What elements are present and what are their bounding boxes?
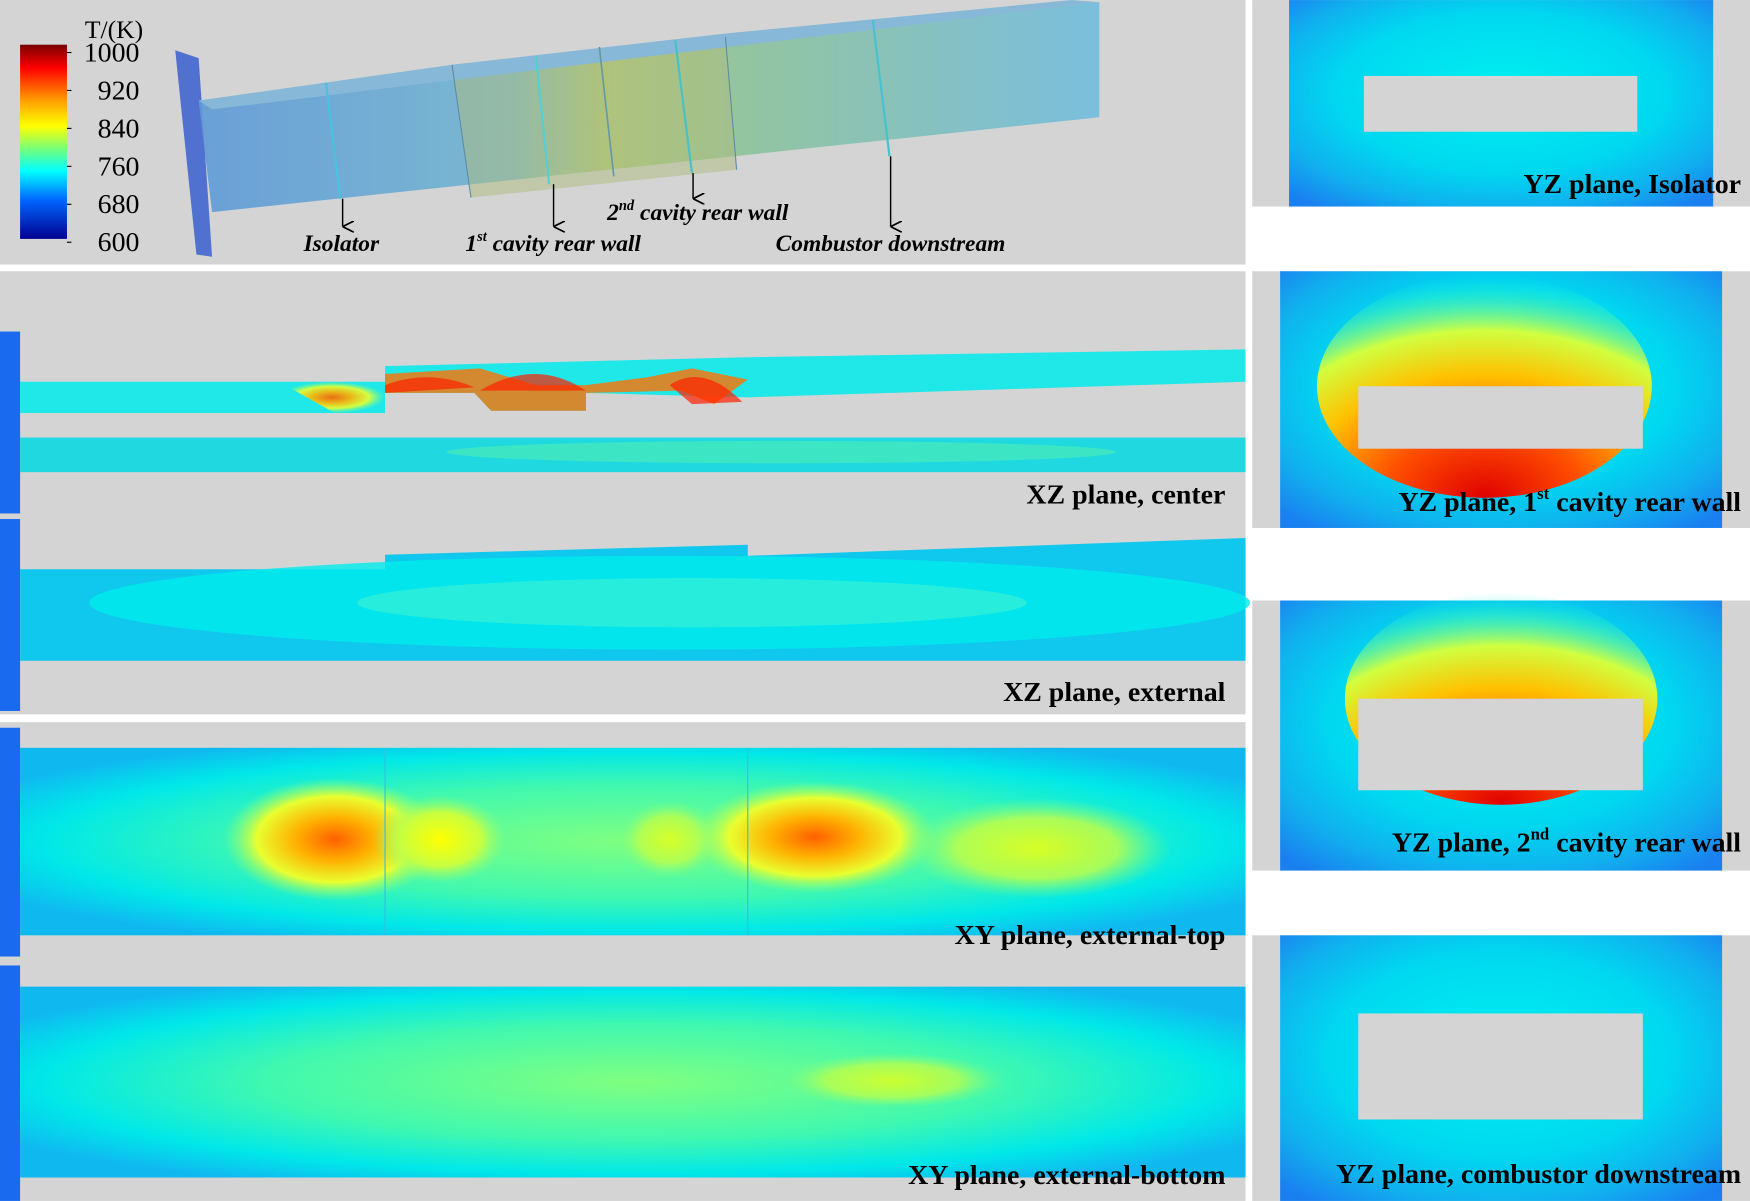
colorbar-tick-label: 600 xyxy=(98,227,140,258)
plane-label: XY plane, external-bottom xyxy=(908,1160,1225,1191)
colorbar-title: T/(K) xyxy=(85,15,143,44)
label-sup: st xyxy=(476,229,488,245)
xz-center-contour xyxy=(0,331,1246,514)
plane-label: XZ plane, center xyxy=(1026,479,1225,510)
label-part: cavity rear wall xyxy=(634,200,789,226)
section-label: YZ plane, 2nd cavity rear wall xyxy=(1392,824,1741,858)
label-sup: nd xyxy=(1531,824,1550,843)
yz-cavity-2 xyxy=(1252,592,1750,871)
colorbar-tick-label: 840 xyxy=(98,113,140,144)
label-part: cavity rear wall xyxy=(487,231,642,257)
label-part: 2 xyxy=(606,200,619,226)
colorbar xyxy=(20,44,67,239)
xy-top-contour xyxy=(0,727,1246,957)
label-part: cavity rear wall xyxy=(1549,828,1741,859)
colorbar-tick-label: 680 xyxy=(98,189,140,220)
colorbar-tick-label: 760 xyxy=(98,151,140,182)
yz-isolator xyxy=(1252,0,1750,207)
section-label: YZ plane, combustor downstream xyxy=(1336,1159,1741,1190)
yz-downstream xyxy=(1252,935,1750,1201)
label-part: YZ plane, 1 xyxy=(1398,487,1537,518)
duct-3d xyxy=(175,0,1100,257)
label-part: YZ plane, 2 xyxy=(1392,828,1531,859)
duct-label: Combustor downstream xyxy=(776,231,1006,257)
label-sup: nd xyxy=(619,198,635,214)
duct-label: 1st cavity rear wall xyxy=(465,229,641,257)
xz-external-contour xyxy=(0,519,1250,711)
colorbar-tick-label: 920 xyxy=(98,75,140,106)
arrows xyxy=(341,156,891,226)
label-sup: st xyxy=(1537,484,1550,503)
colorbar-tick-label: 1000 xyxy=(84,37,140,68)
section-label: YZ plane, 1st cavity rear wall xyxy=(1398,484,1741,518)
plane-label: XY plane, external-top xyxy=(955,920,1226,951)
label-part: 1 xyxy=(465,231,477,257)
section-label: YZ plane, Isolator xyxy=(1523,169,1741,200)
yz-cavity-1 xyxy=(1252,271,1750,528)
duct-label: Isolator xyxy=(303,231,380,257)
plane-label: XZ plane, external xyxy=(1003,677,1226,708)
label-part: cavity rear wall xyxy=(1549,487,1741,518)
xy-bottom-contour xyxy=(0,965,1246,1201)
duct-label: 2nd cavity rear wall xyxy=(606,198,789,226)
